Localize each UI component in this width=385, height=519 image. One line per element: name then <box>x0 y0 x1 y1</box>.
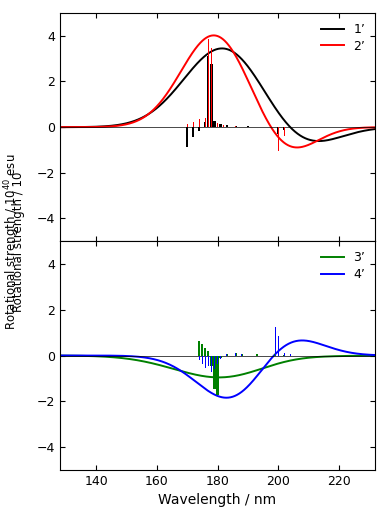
Bar <box>198 127 200 131</box>
Bar <box>217 356 218 364</box>
Bar <box>211 48 212 127</box>
Text: Rotational strength / 10$^{40}$ esu: Rotational strength / 10$^{40}$ esu <box>2 153 22 330</box>
Bar <box>208 351 209 356</box>
Bar <box>277 127 279 133</box>
Bar <box>256 354 258 356</box>
Bar <box>235 353 236 356</box>
Bar <box>241 353 243 356</box>
Bar <box>208 57 209 127</box>
Bar <box>198 340 200 356</box>
Bar <box>210 356 213 366</box>
Bar <box>192 127 194 138</box>
Bar <box>235 353 237 356</box>
Bar <box>284 127 285 136</box>
Bar <box>205 356 206 368</box>
Bar <box>226 125 228 127</box>
Bar <box>199 119 200 127</box>
Bar <box>201 344 203 356</box>
Bar <box>208 39 209 127</box>
Bar <box>241 353 243 356</box>
Legend: 1’, 2’: 1’, 2’ <box>317 19 369 57</box>
Bar <box>192 122 194 127</box>
Bar <box>278 336 279 356</box>
Bar <box>283 127 285 130</box>
Bar <box>217 123 218 127</box>
Bar <box>235 126 236 127</box>
Bar <box>214 356 215 369</box>
Bar <box>186 127 188 146</box>
Bar <box>204 122 206 127</box>
Bar <box>226 354 227 356</box>
Bar <box>199 356 200 360</box>
Bar <box>208 356 209 366</box>
Bar <box>278 127 279 151</box>
Bar <box>211 356 212 372</box>
Bar <box>219 356 222 358</box>
Bar <box>274 354 276 356</box>
Bar <box>216 356 219 395</box>
Bar <box>220 356 221 359</box>
Bar <box>223 125 224 127</box>
Text: Rotational strength / 10: Rotational strength / 10 <box>12 171 25 311</box>
Bar <box>290 354 291 356</box>
Bar <box>247 126 249 127</box>
Bar <box>284 353 285 356</box>
Legend: 3’, 4’: 3’, 4’ <box>317 248 369 285</box>
X-axis label: Wavelength / nm: Wavelength / nm <box>159 493 276 507</box>
Bar <box>235 126 237 127</box>
Bar <box>213 356 216 389</box>
Bar <box>205 118 206 127</box>
Bar <box>219 125 222 127</box>
Bar <box>202 356 203 364</box>
Bar <box>226 353 228 356</box>
Bar <box>210 64 213 127</box>
Bar <box>283 354 285 356</box>
Bar <box>213 121 216 127</box>
Bar <box>275 327 276 356</box>
Bar <box>187 125 188 127</box>
Bar <box>204 348 206 356</box>
